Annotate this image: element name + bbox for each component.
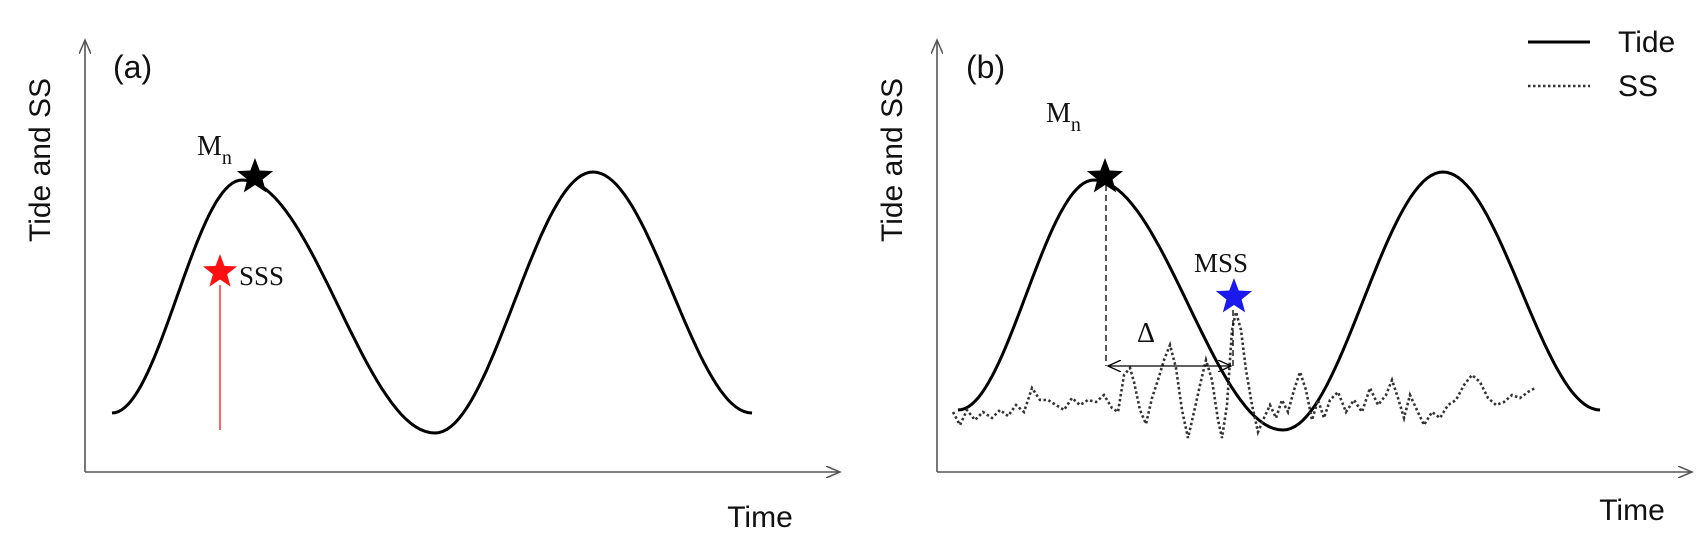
panel-b-mn-sub: n [1071,114,1081,136]
panel-b-tide-curve [957,170,1601,432]
panel-a-sss-star [202,254,238,287]
panel-b-mn-star [1086,158,1124,193]
panel-b-mn-label: Mn [1046,98,1081,136]
panel-a: Tide and SS Time (a) SSS Mn [24,40,840,534]
panel-a-mn-main: M [197,131,222,162]
panel-b-y-label: Tide and SS [876,78,909,242]
panel-b-delta-label: Δ [1137,318,1155,349]
panel-a-y-label: Tide and SS [24,78,57,242]
panel-b-ss-curve [951,311,1536,439]
panel-b-x-label: Time [1599,494,1665,527]
panel-b-label: (b) [966,49,1005,85]
panel-b-mn-main: M [1046,98,1071,129]
legend-ss-label: SS [1618,70,1658,103]
legend: Tide SS [1528,26,1675,103]
panel-a-mn-star [236,158,274,193]
panel-a-label: (a) [113,49,152,85]
panel-a-sss-label: SSS [239,261,284,291]
panel-b: Tide and SS Time (b) Δ Mn MSS [876,40,1692,527]
legend-tide-label: Tide [1618,26,1675,59]
panel-a-mn-sub: n [222,147,232,169]
panel-a-tide-curve [111,170,753,435]
panel-a-x-label: Time [727,501,793,534]
panel-a-mn-label: Mn [197,131,232,169]
panel-b-mss-star [1215,278,1253,313]
panel-b-mss-label: MSS [1194,248,1248,278]
